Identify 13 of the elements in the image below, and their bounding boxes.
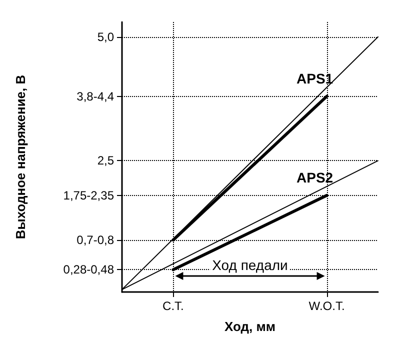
y-tick-label: 0,28-0,48 [63,262,114,277]
x-axis-title: Ход, мм [224,319,276,334]
annotation: Ход педали [212,257,288,273]
y-axis-title: Выходное напряжение, В [13,74,28,240]
series-label: APS1 [296,70,334,86]
y-tick-label: 1,75-2,35 [63,188,114,202]
x-tick-label: C.T. [162,299,184,313]
series-label: APS2 [296,169,334,186]
y-tick-label: 5,0 [97,30,114,44]
y-tick-label: 3,8-4,4 [76,89,114,104]
y-tick-label: 0,7-0,8 [76,232,114,247]
y-tick-label: 2,5 [97,154,114,168]
x-tick-label: W.O.T. [308,299,345,313]
